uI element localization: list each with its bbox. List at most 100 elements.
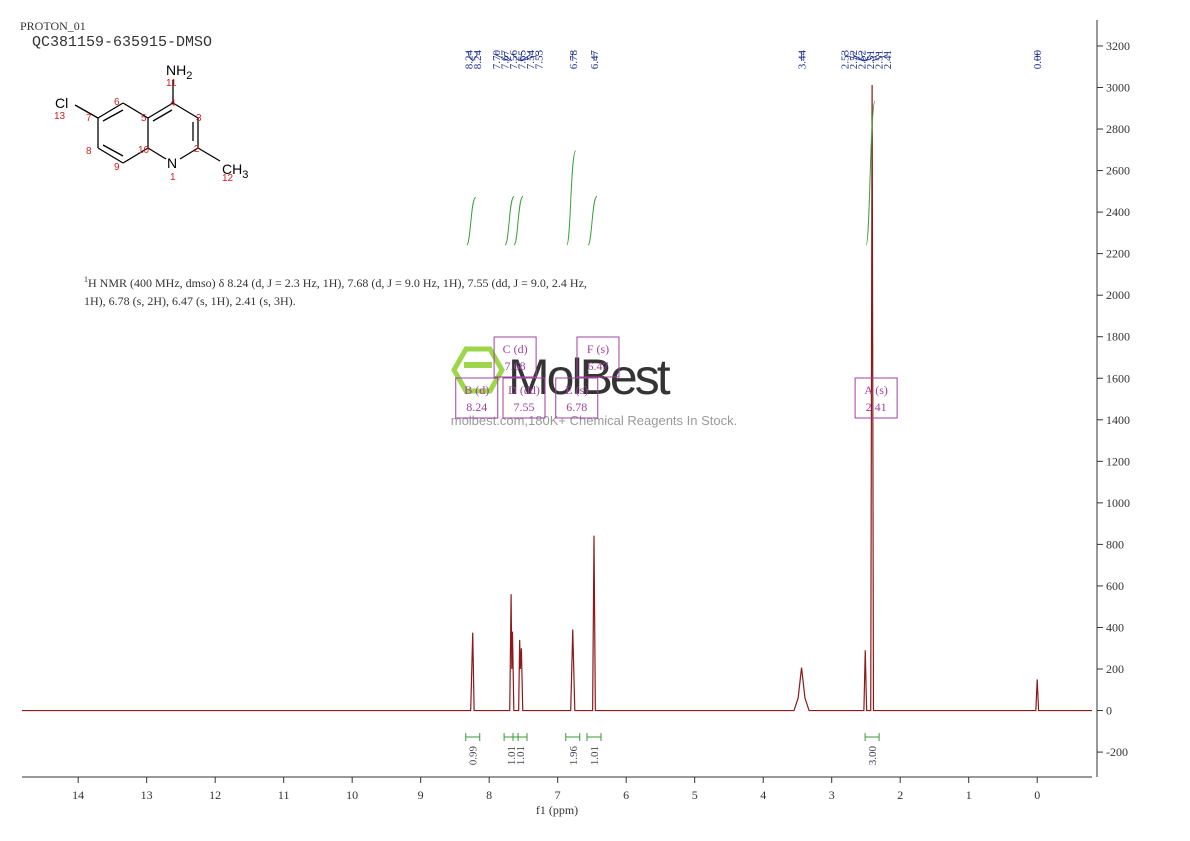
peak-connector [512,52,520,62]
multiplet-shift: 8.24 [466,400,487,414]
integral-label: 3.00 [867,746,879,766]
integral-curve [513,196,524,246]
peak-connector [472,52,478,62]
tagline: molbest.com,180K+ Chemical Reagents In S… [451,413,738,428]
experiment: PROTON_01 [20,19,86,33]
group: NH2 [166,62,192,82]
multiplet-label: B (d) [464,383,489,397]
peak-connector [865,52,880,62]
bond [122,147,149,164]
peak-label: 7.67 [499,50,511,70]
x-tick-label: 6 [623,788,629,802]
peak-label: 7.54 [525,50,537,70]
y-tick-label: 2600 [1106,164,1130,178]
multiplet-shift: 7.55 [514,400,535,414]
atom-number: 9 [114,162,120,173]
y-tick-label: -200 [1106,745,1128,759]
peak-connector [852,52,865,62]
multiplet-box [455,377,499,419]
bond [172,102,199,119]
group: CH3 [222,161,248,181]
y-tick-label: 2400 [1106,205,1130,219]
peak-connector [468,52,474,62]
peak-connector [861,52,865,62]
x-tick-label: 1 [966,788,972,802]
nmr-text: 1H), 6.78 (s, 2H), 6.47 (s, 1H), 2.41 (s… [84,294,296,308]
integral-bracket [512,733,528,741]
x-tick-label: 4 [760,788,766,802]
integral-curve [566,150,577,246]
integral-label: 1.96 [568,746,580,766]
peak-label: 8.24 [472,50,484,70]
multiplet-shift: 6.47 [587,359,608,373]
x-axis-label: f1 (ppm) [536,803,578,817]
atom-number: 1 [170,172,176,183]
x-tick-label: 3 [829,788,835,802]
integral-label: 0.99 [468,746,480,766]
x-tick-label: 9 [418,788,424,802]
atom-number: 11 [166,78,177,89]
peak-label: 7.53 [533,50,545,70]
molecule: NH2 Cl CH3 N 1 2 3 4 5 6 7 8 9 10 11 12 … [54,62,248,184]
integral-curve [466,196,477,246]
group: Cl [55,95,68,111]
peak-connector [520,52,531,62]
multiplet-box [493,336,537,378]
peak-label: 6.47 [589,50,601,70]
integral-label: 1.01 [515,746,527,765]
x-tick-label: 11 [278,788,290,802]
bond [197,147,221,162]
atom-number: 12 [222,173,234,184]
y-tick-label: 3000 [1106,80,1130,94]
y-tick-label: 800 [1106,537,1124,551]
integral-label: 1.01 [506,746,518,765]
integral-curve [587,196,598,246]
bond [122,102,149,119]
peak-connector [504,52,513,62]
y-tick-label: 0 [1106,704,1112,718]
peak-connector [495,52,510,62]
x-tick-label: 12 [209,788,221,802]
multiplet-box [502,377,546,419]
multiplet-shift: 7.68 [505,359,526,373]
logo [464,362,492,368]
y-tick-label: 1200 [1106,454,1130,468]
x-tick-label: 2 [897,788,903,802]
peak-connector [864,52,871,62]
y-tick-label: 200 [1106,662,1124,676]
x-tick-label: 7 [555,788,561,802]
integral-curve [865,100,876,246]
logo [451,346,505,394]
peak-connector [871,52,888,62]
spectrum [22,84,1092,712]
bond [97,102,124,119]
atom-number: 7 [86,113,92,124]
peak-connector [521,52,539,62]
multiplet-label: D (dd) [508,383,540,397]
y-tick-label: 3200 [1106,39,1130,53]
x-tick-label: 10 [346,788,358,802]
bond [147,147,167,160]
peak-label: 2.53 [840,50,852,70]
multiplet-label: A (s) [864,383,888,397]
atom-number: 2 [194,144,200,155]
peak-label: 2.51 [874,50,886,69]
atom-number: 4 [170,98,176,109]
y-tick-label: 600 [1106,579,1124,593]
peak-connector [519,52,522,62]
bond [179,147,199,160]
peak-label: 2.41 [882,50,894,69]
x-tick-label: 0 [1034,788,1040,802]
x-tick-label: 5 [692,788,698,802]
y-tick-label: 2800 [1106,122,1130,136]
peak-label: 2.51 [865,50,877,69]
x-tick-label: 13 [141,788,153,802]
integral-bracket [465,733,481,741]
y-tick-label: 2000 [1106,288,1130,302]
x-tick-label: 14 [72,788,84,802]
multiplet-box [854,377,898,419]
peak-label: 7.70 [491,50,503,70]
y-tick-label: 2200 [1106,247,1130,261]
bond [152,109,173,122]
peak-connector [844,52,865,62]
